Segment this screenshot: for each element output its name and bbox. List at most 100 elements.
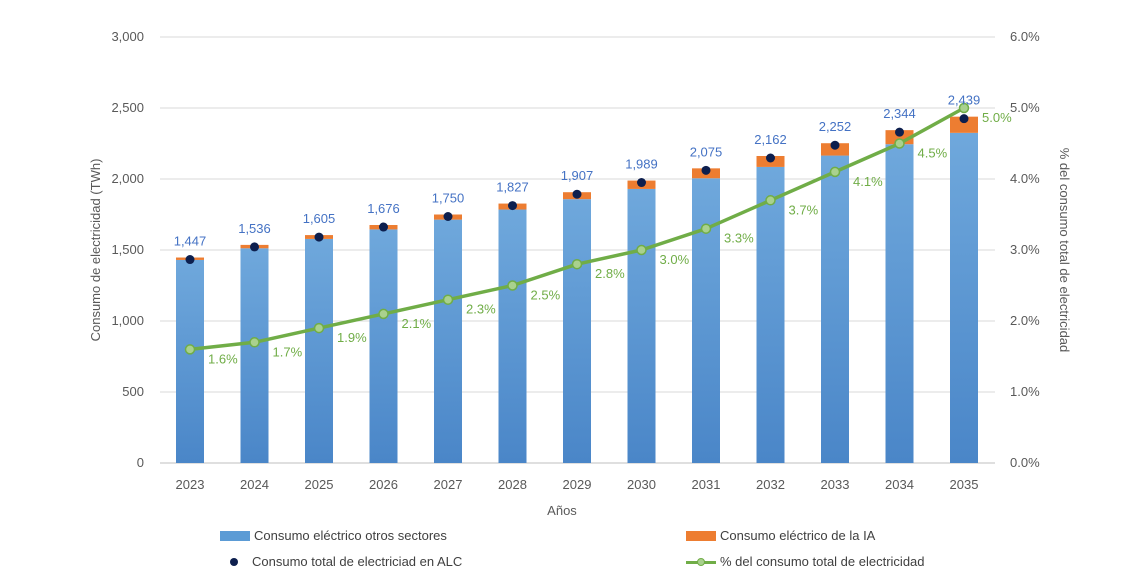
bar-other-sectors (950, 132, 978, 463)
total-value-label: 2,344 (883, 106, 916, 121)
percent-value-label: 2.5% (531, 288, 561, 303)
x-tick-label: 2025 (305, 477, 334, 492)
y-tick-label: 3,000 (111, 29, 144, 44)
bar-other-sectors (176, 259, 204, 463)
bar-other-sectors (498, 209, 527, 463)
x-axis-ticks: 2023 2024 2025 2026 2027 2028 2029 2030 2031 2032… (176, 477, 979, 492)
percent-marker (184, 344, 196, 355)
total-marker (443, 212, 453, 221)
bar-other-sectors (885, 144, 914, 463)
legend-label-total: Consumo total de electriciad en ALC (252, 554, 463, 569)
percent-marker (507, 280, 518, 291)
x-tick-label: 2034 (885, 477, 914, 492)
bar-other-sectors (627, 188, 656, 463)
bar-other-sectors (240, 248, 269, 463)
y-tick-label: 2,000 (111, 171, 144, 186)
percent-value-label: 3.3% (724, 231, 754, 246)
total-markers (185, 114, 969, 265)
x-tick-label: 2029 (563, 477, 592, 492)
percent-line (184, 102, 970, 355)
total-marker (959, 114, 969, 124)
percent-value-label: 2.8% (595, 266, 625, 281)
y-tick-label: 1,000 (111, 313, 144, 328)
percent-value-label: 1.9% (337, 330, 367, 345)
bar-other-sectors (434, 219, 462, 463)
y-tick-label: 500 (122, 384, 144, 399)
total-value-label: 1,750 (432, 191, 465, 206)
percent-marker (571, 258, 583, 270)
total-marker (185, 255, 195, 265)
x-tick-label: 2024 (240, 477, 269, 492)
percent-value-label: 3.0% (660, 252, 690, 267)
total-value-label: 2,439 (948, 93, 981, 108)
y-tick-label: 1,500 (111, 242, 144, 257)
x-tick-label: 2031 (692, 477, 721, 492)
percent-marker (765, 195, 776, 206)
percent-marker (700, 223, 712, 234)
y2-tick-label: 3.0% (1010, 242, 1040, 257)
y2-tick-label: 2.0% (1010, 313, 1040, 328)
legend-item-other-sectors: Consumo eléctrico otros sectores (220, 528, 447, 543)
legend-swatch-dot (230, 557, 238, 566)
bars (176, 116, 978, 464)
y2-tick-label: 4.0% (1010, 171, 1040, 186)
percent-marker (894, 138, 905, 149)
total-value-label: 1,827 (496, 180, 529, 195)
total-marker (250, 242, 259, 252)
y2-tick-label: 5.0% (1010, 100, 1040, 115)
legend-label-percent: % del consumo total de electricidad (720, 554, 925, 569)
total-marker (508, 201, 517, 211)
bar-other-sectors (692, 178, 720, 464)
percent-value-label: 5.0% (982, 110, 1012, 125)
x-tick-label: 2027 (434, 477, 463, 492)
total-value-label: 1,989 (625, 157, 658, 172)
percent-marker (378, 308, 389, 320)
x-tick-label: 2033 (821, 477, 850, 492)
total-marker (637, 178, 646, 188)
percent-marker (442, 294, 454, 305)
percent-marker (958, 102, 970, 114)
x-tick-label: 2028 (498, 477, 527, 492)
percent-value-label: 2.3% (466, 302, 496, 317)
x-tick-label: 2023 (176, 477, 205, 492)
bar-other-sectors (305, 238, 333, 463)
percent-marker (829, 166, 841, 178)
y-axis-title: Consumo de electricidad (TWh) (88, 159, 103, 342)
x-tick-label: 2030 (627, 477, 656, 492)
total-marker (830, 140, 840, 150)
x-axis-title: Años (547, 503, 577, 518)
percent-value-label: 1.6% (208, 351, 238, 366)
bar-other-sectors (756, 166, 785, 463)
y2-tick-label: 0.0% (1010, 455, 1040, 470)
legend-swatch-line (686, 557, 716, 567)
percent-marker (313, 322, 325, 334)
total-marker (895, 127, 904, 137)
percent-value-label: 4.5% (918, 146, 948, 161)
percent-value-label: 1.7% (273, 344, 303, 359)
percent-value-label: 3.7% (789, 202, 819, 217)
total-marker (766, 153, 775, 163)
data-labels: 1,447 1,536 1,605 1,676 1,750 1,827 1,907 1,989… (174, 93, 1012, 367)
total-marker (379, 222, 388, 232)
percent-marker (249, 337, 260, 348)
x-tick-label: 2035 (950, 477, 979, 492)
y2-tick-label: 1.0% (1010, 384, 1040, 399)
legend-item-ai: Consumo eléctrico de la IA (686, 528, 875, 543)
total-value-label: 1,907 (561, 168, 594, 183)
legend-swatch-orange (686, 530, 716, 541)
bar-other-sectors (563, 199, 591, 463)
y2-tick-label: 6.0% (1010, 29, 1040, 44)
percent-marker (636, 244, 647, 256)
bar-other-sectors (369, 229, 398, 463)
total-value-label: 1,447 (174, 234, 207, 249)
percent-value-label: 4.1% (853, 174, 883, 189)
legend-label-other-sectors: Consumo eléctrico otros sectores (254, 528, 447, 543)
right-axis-ticks: 0.0% 1.0% 2.0% 3.0% 4.0% 5.0% 6.0% (1010, 29, 1040, 470)
y2-axis-title: % del consumo total de electricidad (1057, 148, 1072, 353)
total-marker (701, 165, 711, 175)
total-value-label: 1,536 (238, 221, 271, 236)
y-tick-label: 2,500 (111, 100, 144, 115)
x-tick-label: 2032 (756, 477, 785, 492)
legend-label-ai: Consumo eléctrico de la IA (720, 528, 876, 543)
legend-item-total: Consumo total de electriciad en ALC (220, 554, 462, 569)
